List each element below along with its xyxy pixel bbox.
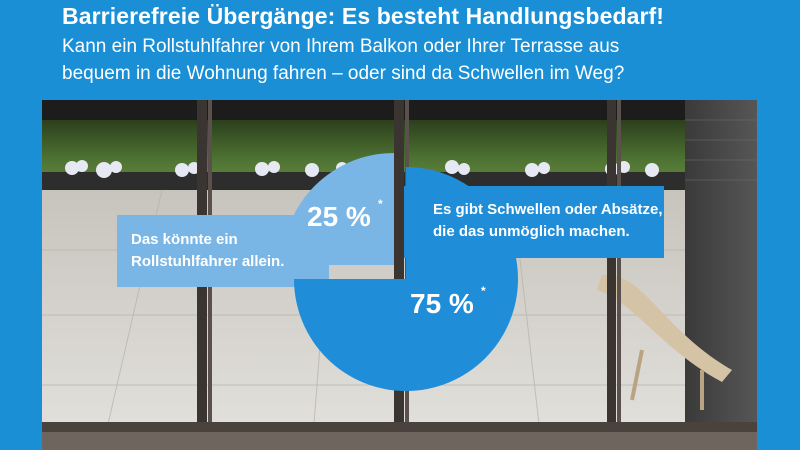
terrace-photo-illustration	[42, 100, 757, 450]
subtitle-line-1: Kann ein Rollstuhlfahrer von Ihrem Balko…	[62, 36, 620, 57]
page-title: Barrierefreie Übergänge: Es besteht Hand…	[62, 3, 665, 29]
background-photo	[42, 100, 757, 450]
right-border	[757, 100, 800, 450]
header-banner: Barrierefreie Übergänge: Es besteht Hand…	[0, 0, 800, 100]
subtitle-line-2: bequem in die Wohnung fahren – oder sind…	[62, 63, 625, 84]
left-border	[0, 100, 42, 450]
